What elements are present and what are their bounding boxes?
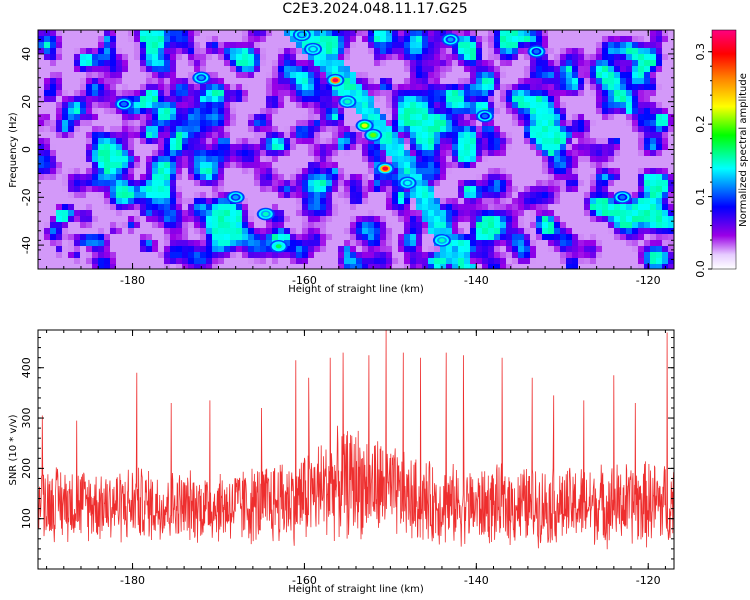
- hotspot-10: [398, 176, 417, 190]
- hotspot-3: [364, 128, 383, 142]
- hotspot-16: [226, 191, 245, 204]
- bottom-x-tick-label: -180: [120, 574, 145, 587]
- hotspot-9: [432, 234, 451, 247]
- hotspot-4: [338, 95, 357, 108]
- hotspot-15: [475, 109, 494, 123]
- bottom-x-tick-label: -140: [464, 574, 489, 587]
- colorbar: 0.0 0.1 0.2 0.3 Normalized spectral amplitu…: [694, 29, 749, 278]
- hotspot-5: [304, 42, 323, 56]
- hotspot-13: [114, 97, 133, 111]
- colorbar-tick-label: 0.2: [694, 115, 707, 133]
- colorbar-tick-label: 0.1: [694, 188, 707, 206]
- spectrogram-panel: -180 -160 -140 -120 -40 -20 0 20 40: [20, 29, 675, 287]
- bottom-y-axis-label: SNR (10 * v/v): [8, 414, 19, 485]
- snr-series-line: [38, 330, 674, 550]
- hotspot-11: [441, 33, 460, 46]
- hotspot-2: [355, 119, 374, 132]
- snr-panel: -180 -160 -140 -120 100 200 300 400: [20, 329, 675, 587]
- bottom-y-tick-label: 400: [20, 357, 33, 378]
- colorbar-tick-label: 0.0: [694, 260, 707, 278]
- top-x-axis-label: Height of straight line (km): [288, 284, 424, 295]
- hotspot-6: [292, 30, 311, 42]
- top-x-tick-label: -160: [292, 274, 317, 287]
- hotspot-12: [192, 71, 211, 85]
- top-y-tick-label: 20: [20, 95, 33, 109]
- hotspot-14: [613, 191, 632, 204]
- top-x-tick-label: -140: [464, 274, 489, 287]
- hotspot-8: [256, 207, 275, 221]
- top-y-tick-label: -40: [20, 236, 33, 254]
- bottom-y-tick-label: 300: [20, 408, 33, 429]
- top-y-tick-label: 0: [20, 146, 33, 153]
- page-title: C2E3.2024.048.11.17.G25: [282, 1, 468, 17]
- top-x-tick-label: -120: [636, 274, 661, 287]
- bottom-y-tick-label: 200: [20, 458, 33, 479]
- bottom-x-tick-label: -120: [636, 574, 661, 587]
- hotspot-7: [269, 239, 288, 253]
- top-y-tick-label: 40: [20, 47, 33, 61]
- colorbar-label: Normalized spectral amplitude: [738, 73, 749, 227]
- colorbar-tick-label: 0.3: [694, 43, 707, 61]
- top-y-tick-label: -20: [20, 188, 33, 206]
- colorbar-gradient: [711, 29, 737, 270]
- hotspot-1: [376, 162, 395, 175]
- hotspot-17: [527, 45, 546, 58]
- bottom-x-tick-label: -160: [292, 574, 317, 587]
- bottom-y-tick-label: 100: [20, 508, 33, 529]
- bottom-x-axis-label: Height of straight line (km): [288, 584, 424, 595]
- top-x-tick-label: -180: [120, 274, 145, 287]
- top-y-axis-label: Frequency (Hz): [8, 112, 19, 188]
- hotspot-0: [326, 73, 345, 87]
